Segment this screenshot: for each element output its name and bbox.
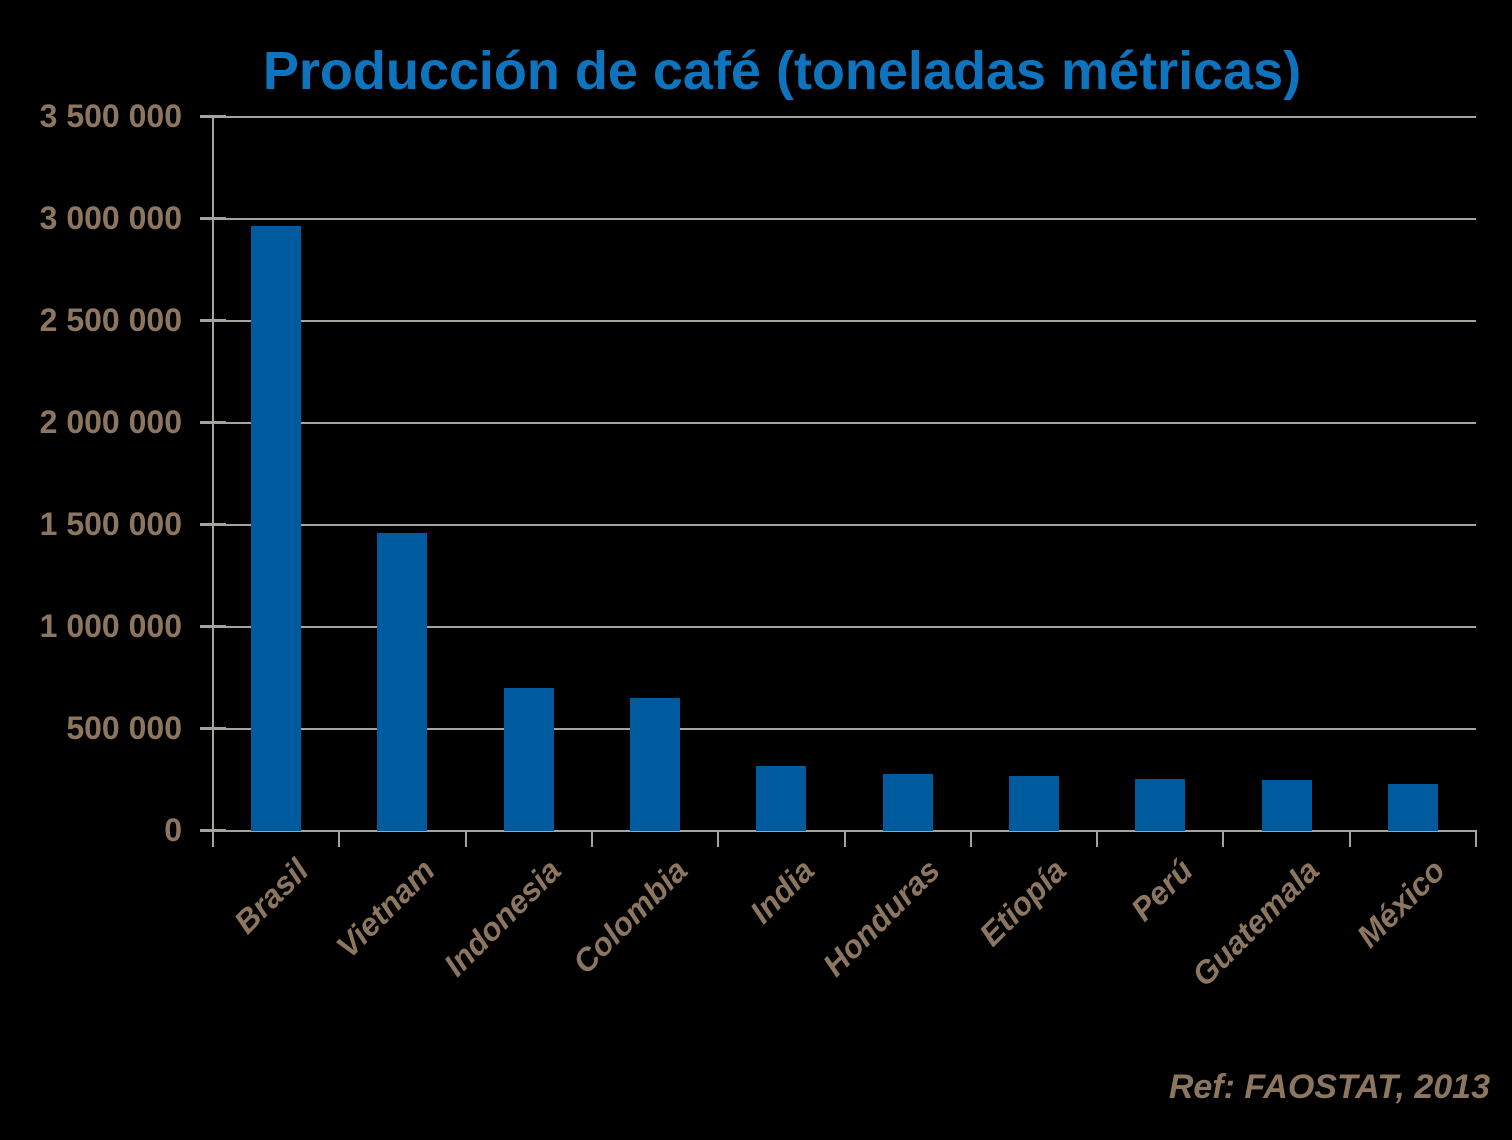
bar-etiopia [1008,776,1059,831]
x-tick-8 [1222,831,1225,847]
x-tick-6 [969,831,972,847]
bar-vietnam [377,533,428,831]
y-axis-label-3500000: 3 500 000 [39,98,182,134]
y-axis-label-2500000: 2 500 000 [39,302,182,338]
y-axis-line [212,117,214,847]
chart-title: Producción de café (toneladas métricas) [262,41,1302,101]
bar-brasil [251,226,302,831]
x-axis-label-indonesia: Indonesia [437,852,569,984]
bar-colombia [630,698,681,831]
x-axis-label-peru: Perú [1123,852,1200,928]
x-tick-4 [717,831,720,847]
source-reference: Ref: FAOSTAT, 2013 [1168,1068,1490,1106]
x-axis-label-india: India [742,852,821,931]
y-axis-label-1000000: 1 000 000 [39,608,182,644]
y-axis-label-1500000: 1 500 000 [39,506,182,542]
y-tick-3000000 [200,217,226,220]
x-axis-label-guatemala: Guatemala [1184,852,1327,994]
bar-india [756,766,807,831]
y-tick-0 [200,829,226,832]
gridline-3000000 [213,218,1476,220]
gridline-500000 [213,728,1476,730]
y-tick-2500000 [200,319,226,322]
y-tick-3500000 [200,115,226,118]
plot-area [213,116,1476,831]
gridline-2500000 [213,320,1476,322]
y-axis-label-2000000: 2 000 000 [39,404,182,440]
bar-honduras [882,774,933,831]
y-axis-label-3000000: 3 000 000 [39,200,182,236]
gridline-1500000 [213,524,1476,526]
gridline-2000000 [213,422,1476,424]
bar-peru [1135,779,1186,831]
y-tick-500000 [200,727,226,730]
bar-mexico [1387,784,1438,831]
x-tick-3 [590,831,593,847]
y-tick-1000000 [200,625,226,628]
y-axis-label-0: 0 [164,812,182,848]
x-tick-2 [464,831,467,847]
x-tick-1 [338,831,341,847]
x-axis-label-brasil: Brasil [227,852,316,941]
x-tick-5 [843,831,846,847]
gridline-3500000 [213,116,1476,118]
x-tick-0 [212,831,214,847]
x-tick-10 [1475,831,1477,847]
x-tick-7 [1096,831,1099,847]
y-tick-1500000 [200,523,226,526]
bar-guatemala [1261,780,1312,831]
x-tick-9 [1348,831,1351,847]
x-axis-line [201,830,1477,832]
x-axis-label-honduras: Honduras [816,852,948,984]
x-axis-label-vietnam: Vietnam [329,852,442,965]
x-axis-label-etiopia: Etiopía [972,852,1074,953]
x-axis-label-colombia: Colombia [565,852,695,981]
x-axis-label-mexico: México [1350,852,1453,955]
y-axis-label-500000: 500 000 [66,710,182,746]
y-tick-2000000 [200,421,226,424]
bar-indonesia [503,688,554,831]
gridline-1000000 [213,626,1476,628]
